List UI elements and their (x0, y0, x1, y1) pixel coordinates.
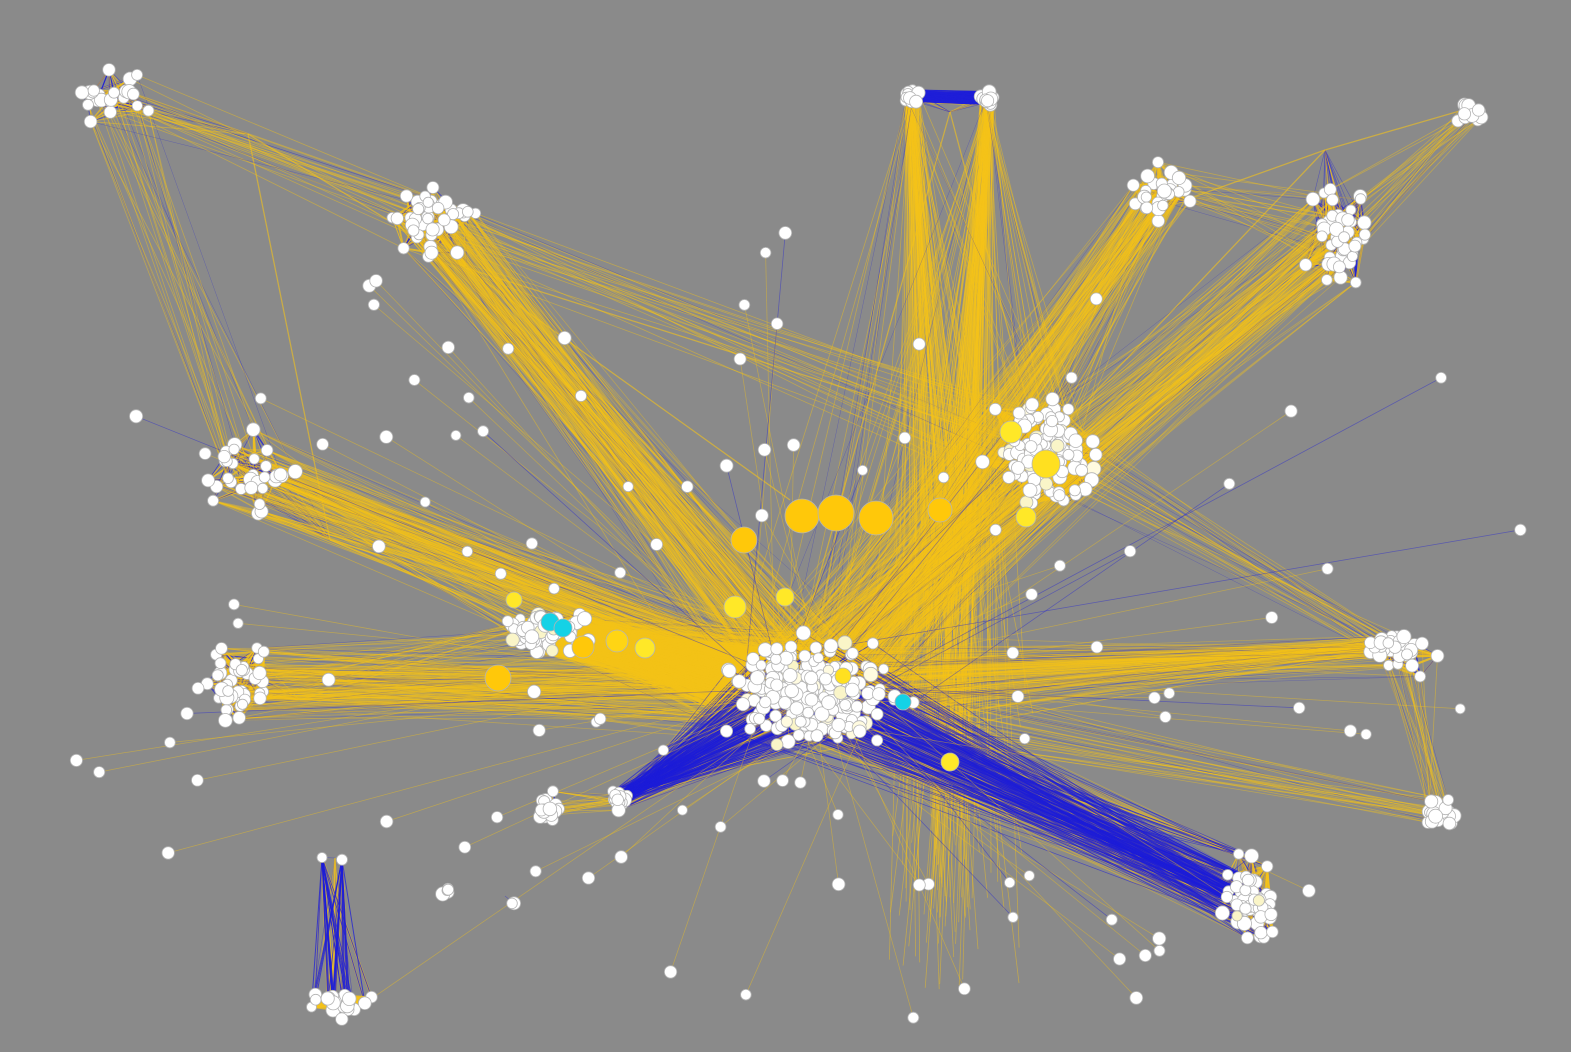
graph-edge (242, 699, 301, 705)
graph-edge (258, 658, 301, 701)
graph-edge (233, 448, 331, 541)
graph-edge (110, 111, 249, 135)
graph-edge (266, 450, 331, 541)
graph-edge (276, 475, 331, 541)
graph-edge (224, 456, 331, 541)
graph-edge (1305, 192, 1325, 265)
graph-edge (212, 500, 331, 541)
graph-edge (133, 93, 249, 135)
graph-edge (257, 481, 331, 541)
graph-edge (90, 121, 249, 135)
graph-edge (90, 110, 149, 123)
graph-edge (295, 471, 331, 541)
graph-edge (251, 487, 331, 541)
graph-edge (224, 460, 331, 541)
graph-edge (137, 105, 249, 135)
graph-edge (274, 479, 331, 541)
graph-edge (97, 99, 249, 135)
graph-edge (216, 485, 262, 513)
graph-edge (240, 488, 331, 541)
